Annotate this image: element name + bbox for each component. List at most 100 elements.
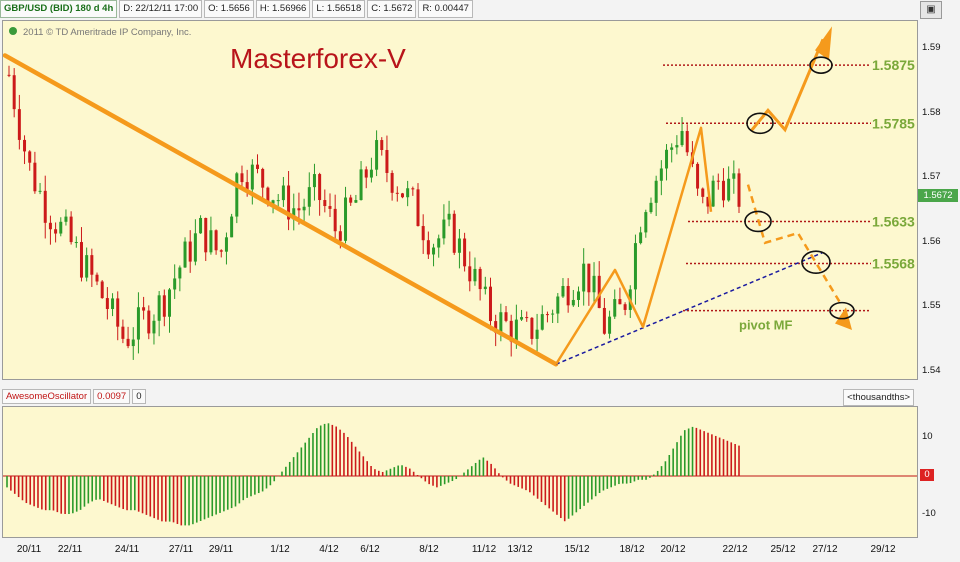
- close-readout: C: 1.5672: [367, 0, 417, 18]
- price-tick-label: 1.54: [922, 365, 941, 376]
- candle-body: [390, 172, 394, 193]
- candle-body: [281, 185, 285, 201]
- time-tick-label: 11/12: [471, 544, 497, 555]
- candle-body: [90, 255, 94, 275]
- time-tick-label: 27/11: [168, 544, 194, 555]
- range-readout: R: 0.00447: [418, 0, 473, 18]
- candle-body: [318, 174, 322, 201]
- price-tick-label: 1.59: [922, 42, 941, 53]
- candle-body: [421, 226, 425, 241]
- candle-body: [442, 219, 446, 239]
- candle-body: [494, 321, 498, 333]
- candle-body: [457, 238, 461, 253]
- time-tick-label: 18/12: [619, 544, 645, 555]
- candle-body: [659, 168, 663, 181]
- candle-body: [685, 131, 689, 153]
- candle-body: [499, 312, 503, 333]
- candle-body: [504, 312, 508, 321]
- candle-body: [54, 229, 58, 234]
- candle-body: [297, 208, 301, 211]
- time-tick-label: 24/11: [114, 544, 140, 555]
- oscillator-zero-badge: 0: [920, 469, 934, 481]
- projection-up-arrowhead-icon: [815, 26, 832, 60]
- candle-body: [23, 139, 27, 152]
- price-tick-label: 1.55: [922, 300, 941, 312]
- candle-body: [307, 187, 311, 207]
- level-label: 1.5568: [872, 255, 915, 271]
- candle-body: [338, 231, 342, 241]
- candle-body: [79, 242, 83, 278]
- wave-polyline: [554, 126, 713, 365]
- candle-body: [230, 216, 234, 238]
- candle-body: [473, 268, 477, 282]
- candle-body: [587, 263, 591, 293]
- candle-body: [43, 190, 47, 223]
- candle-body: [302, 206, 306, 211]
- candle-body: [369, 169, 373, 178]
- candle-body: [312, 174, 316, 188]
- highlight-circle: [746, 112, 774, 135]
- candle-body: [675, 145, 679, 148]
- pivot-label: pivot MF: [739, 318, 792, 333]
- oscillator-svg: [3, 423, 917, 526]
- time-tick-label: 29/11: [208, 544, 234, 555]
- candle-body: [333, 208, 337, 232]
- time-tick-label: 29/12: [870, 544, 896, 555]
- oscillator-value: 0.0097: [93, 389, 131, 404]
- candle-body: [463, 238, 467, 267]
- candle-body: [665, 149, 669, 169]
- candle-body: [250, 164, 254, 190]
- candle-body: [344, 197, 348, 241]
- level-label: 1.5785: [872, 115, 915, 131]
- candle-body: [17, 109, 21, 140]
- oscillator-extra: 0: [132, 389, 146, 404]
- time-tick-label: 6/12: [360, 544, 380, 555]
- candle-body: [571, 299, 575, 306]
- candle-body: [173, 278, 177, 290]
- candle-body: [520, 317, 524, 320]
- price-tick-label: 1.58: [922, 106, 941, 118]
- candle-body: [204, 217, 208, 253]
- candle-body: [199, 217, 203, 234]
- candle-body: [514, 319, 518, 342]
- candle-body: [556, 296, 560, 314]
- chart-settings-button[interactable]: ▣: [920, 1, 942, 19]
- level-label: 1.5875: [872, 57, 915, 73]
- candle-body: [48, 222, 52, 230]
- candle-body: [219, 250, 223, 252]
- candle-body: [354, 200, 358, 203]
- oscillator-name[interactable]: AwesomeOscillator: [2, 389, 92, 404]
- candle-body: [193, 233, 197, 262]
- candle-body: [59, 221, 63, 234]
- oscillator-panel[interactable]: [2, 406, 918, 538]
- candle-body: [411, 188, 415, 190]
- candle-body: [582, 263, 586, 292]
- candle-body: [437, 238, 441, 248]
- oscillator-units: <thousandths>: [843, 389, 914, 406]
- candle-body: [105, 298, 109, 310]
- time-tick-label: 8/12: [419, 544, 439, 555]
- time-tick-label: 20/12: [660, 544, 686, 555]
- time-tick-label: 4/12: [319, 544, 339, 555]
- candle-body: [235, 173, 239, 217]
- candle-body: [256, 164, 260, 169]
- candle-body: [540, 314, 544, 330]
- symbol-label[interactable]: GBP/USD (BID) 180 d 4h: [0, 0, 118, 18]
- price-chart-panel[interactable]: 2011 © TD Ameritrade IP Company, Inc. 1.5…: [2, 20, 918, 380]
- time-tick-label: 15/12: [564, 544, 590, 555]
- candle-body: [468, 266, 472, 282]
- candle-body: [613, 299, 617, 317]
- highlight-circle: [809, 56, 833, 74]
- candle-body: [38, 190, 42, 192]
- candle-body: [566, 285, 570, 306]
- candle-body: [577, 291, 581, 300]
- candle-body: [157, 295, 161, 321]
- quote-header: GBP/USD (BID) 180 d 4h D: 22/12/11 17:00…: [0, 0, 475, 18]
- candle-body: [732, 173, 736, 179]
- time-tick-label: 1/12: [270, 544, 290, 555]
- candle-body: [162, 295, 166, 317]
- candle-body: [696, 163, 700, 189]
- candle-body: [623, 304, 627, 310]
- oscillator-header: AwesomeOscillator 0.0097 0: [2, 389, 148, 404]
- candle-body: [406, 188, 410, 198]
